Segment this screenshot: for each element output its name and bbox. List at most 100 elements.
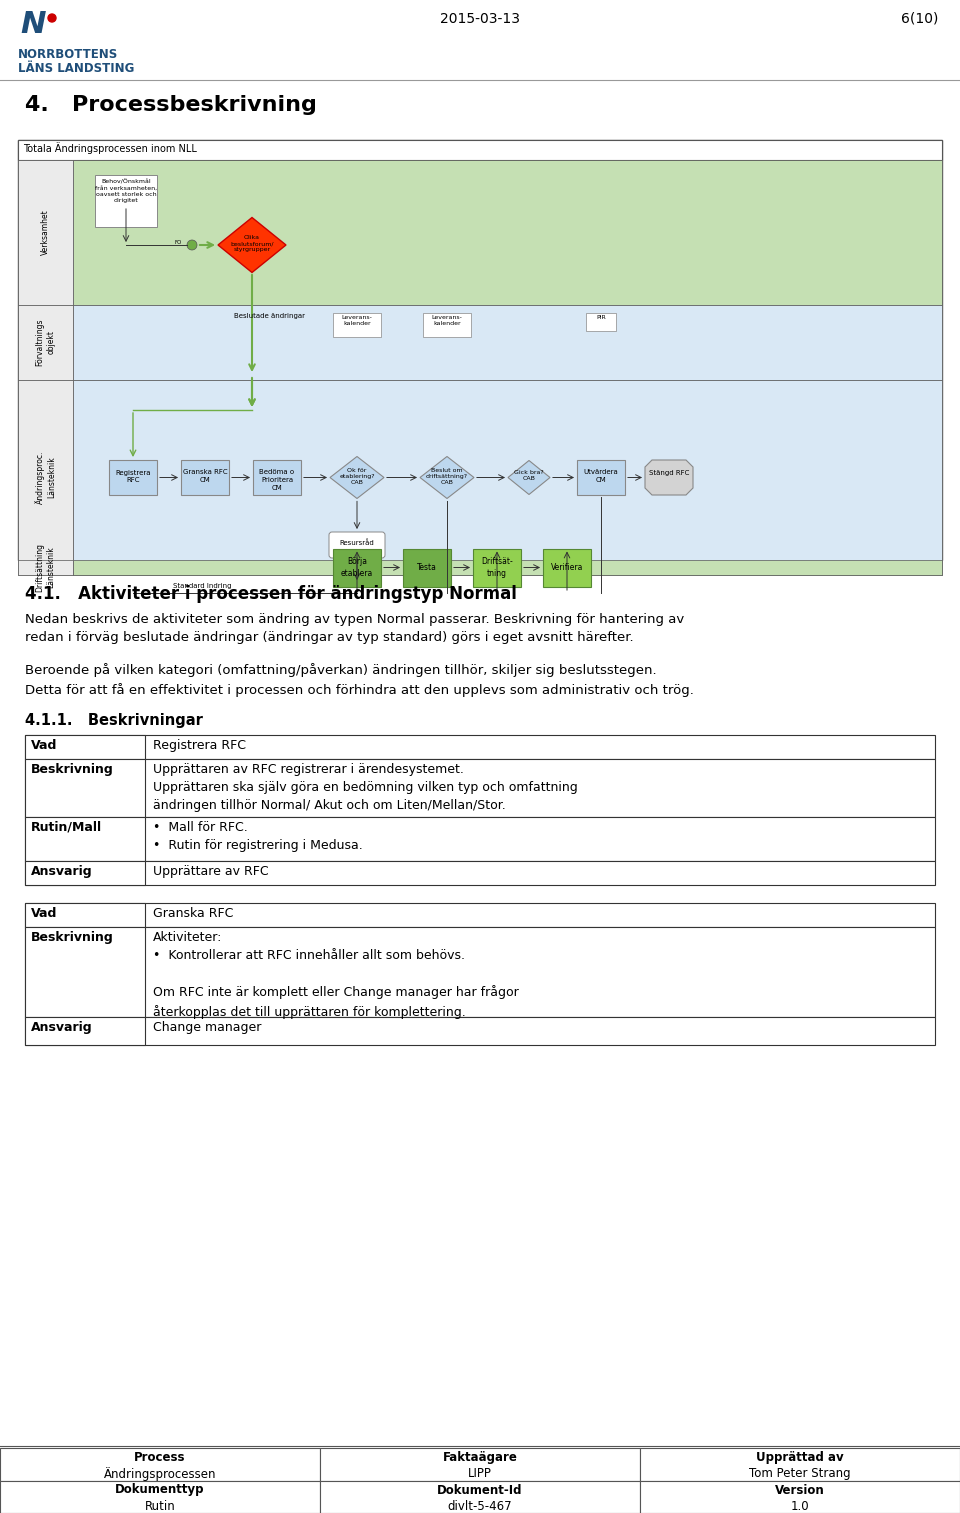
Text: N: N [20,11,45,39]
Text: FO: FO [175,241,181,245]
Text: 1.0: 1.0 [791,1499,809,1513]
Bar [320,1448,640,1481]
Bar [253,460,301,495]
Text: Leverans-
kalender: Leverans- kalender [342,315,372,327]
Bar [640,1481,960,1513]
Bar [25,861,935,885]
Text: 4.   Processbeskrivning: 4. Processbeskrivning [25,95,317,115]
Bar [73,160,942,306]
Text: Beslut om
driftsättning?
CAB: Beslut om driftsättning? CAB [426,468,468,484]
Polygon shape [508,460,550,495]
Text: Vad: Vad [31,738,58,752]
Text: Behov/Önskmål
från verksamheten,
oavsett storlek och
dirigitet: Behov/Önskmål från verksamheten, oavsett… [95,179,157,203]
Bar [25,1017,145,1045]
Text: Rutin: Rutin [145,1499,176,1513]
Text: Aktiviteter:
•  Kontrollerar att RFC innehåller allt som behövs.

Om RFC inte är: Aktiviteter: • Kontrollerar att RFC inne… [153,930,518,1018]
Bar [25,735,935,760]
Bar [25,861,145,885]
Text: Granska RFC
CM: Granska RFC CM [182,469,228,483]
Text: Ansvarig: Ansvarig [31,1021,92,1033]
Text: Driftsättning
Länsteknik: Driftsättning Länsteknik [36,543,56,592]
Bar [25,1017,935,1045]
Text: Nedan beskrivs de aktiviteter som ändring av typen Normal passerar. Beskrivning : Nedan beskrivs de aktiviteter som ändrin… [25,613,684,645]
Text: Resursråd: Resursråd [340,539,374,546]
Text: Change manager: Change manager [153,1021,261,1033]
Text: 4.1.   Aktiviteter i processen för ändringstyp Normal: 4.1. Aktiviteter i processen för ändring… [25,586,516,604]
Text: Process: Process [134,1451,185,1465]
Text: Upprättad av: Upprättad av [756,1451,844,1465]
Text: divlt-5-467: divlt-5-467 [447,1499,513,1513]
Text: Driftsät-
tning: Driftsät- tning [481,557,513,578]
Text: Registrera RFC: Registrera RFC [153,738,246,752]
Text: Ändringsproc.
Länsteknik: Ändringsproc. Länsteknik [35,451,56,504]
Text: Rutin/Mall: Rutin/Mall [31,822,102,834]
Text: Totala Ändringsprocessen inom NLL: Totala Ändringsprocessen inom NLL [23,142,197,154]
Text: Beslutade ändringar: Beslutade ändringar [234,313,305,319]
Text: Dokument-Id: Dokument-Id [437,1484,523,1496]
Bar [586,313,616,331]
Bar [423,313,471,337]
Text: LIPP: LIPP [468,1468,492,1480]
Bar [25,760,145,817]
Text: Olika
beslutsforum/
styrgrupper: Olika beslutsforum/ styrgrupper [230,235,274,253]
Text: Version: Version [775,1484,825,1496]
Text: Börja
etablera: Börja etablera [341,557,373,578]
Text: PIR: PIR [596,315,606,321]
Text: Gick bra?
CAB: Gick bra? CAB [515,469,544,481]
Text: Vad: Vad [31,906,58,920]
Circle shape [48,14,56,23]
Bar [25,760,935,817]
Text: Stängd RFC: Stängd RFC [649,469,689,475]
Bar [0,1448,320,1481]
Text: NORRBOTTENS: NORRBOTTENS [18,48,118,61]
Text: Bedöma o
Prioritera
CM: Bedöma o Prioritera CM [259,469,295,490]
Text: Dokumenttyp: Dokumenttyp [115,1484,204,1496]
Text: 2015-03-13: 2015-03-13 [440,12,520,26]
Bar [73,380,942,575]
Bar [403,549,451,587]
Bar [333,313,381,337]
Bar [18,306,73,380]
Text: Granska RFC: Granska RFC [153,906,233,920]
Bar [640,1448,960,1481]
Text: Upprättaren av RFC registrerar i ärendesystemet.
Upprättaren ska själv göra en b: Upprättaren av RFC registrerar i ärendes… [153,763,578,812]
FancyBboxPatch shape [329,533,385,558]
Bar [25,817,145,861]
Bar [25,927,935,1017]
Bar [18,141,942,160]
Bar [109,460,157,495]
Bar [473,549,521,587]
Bar [25,903,935,927]
Bar [320,1481,640,1513]
Text: Beskrivning: Beskrivning [31,930,113,944]
Text: Verksamhet: Verksamhet [41,210,50,256]
Bar [18,141,942,560]
Text: Utvärdera
CM: Utvärdera CM [584,469,618,483]
Text: Ändringsprocessen: Ändringsprocessen [104,1468,216,1481]
Bar [25,735,145,760]
Text: Ok för
etablering?
CAB: Ok för etablering? CAB [339,468,374,484]
Bar [18,160,73,306]
Bar [25,817,935,861]
Text: LÄNS LANDSTING: LÄNS LANDSTING [18,62,134,76]
Polygon shape [645,460,693,495]
Text: Upprättare av RFC: Upprättare av RFC [153,865,269,878]
Bar [73,306,942,380]
Polygon shape [218,218,286,272]
Bar [181,460,229,495]
Bar [543,549,591,587]
Text: Beskrivning: Beskrivning [31,763,113,776]
Text: Beroende på vilken kategori (omfattning/påverkan) ändringen tillhör, skiljer sig: Beroende på vilken kategori (omfattning/… [25,663,694,697]
Text: Faktaägare: Faktaägare [443,1451,517,1465]
Circle shape [187,241,197,250]
Text: Testa: Testa [417,563,437,572]
Bar [18,380,73,575]
Bar [0,1481,320,1513]
Polygon shape [330,457,384,498]
Text: Standard Indring: Standard Indring [173,583,231,589]
Text: Registrera
RFC: Registrera RFC [115,469,151,483]
Text: Förvaltnings
objekt: Förvaltnings objekt [36,319,56,366]
Text: •  Mall för RFC.
•  Rutin för registrering i Medusa.: • Mall för RFC. • Rutin för registrering… [153,822,363,852]
Text: Ansvarig: Ansvarig [31,865,92,878]
Text: 6(10): 6(10) [901,12,939,26]
